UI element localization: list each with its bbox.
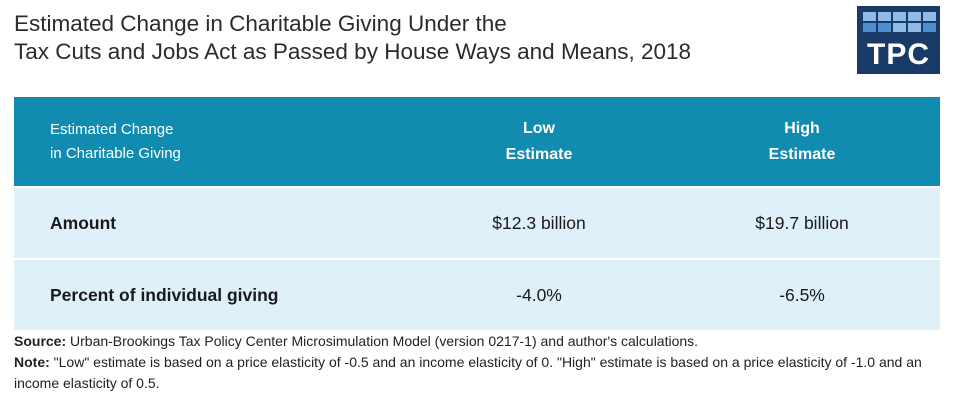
logo-text: TPC (867, 38, 930, 71)
header-col2-line1: Low (523, 119, 555, 137)
header-col1-line2: in Charitable Giving (50, 144, 181, 162)
title-line-1: Estimated Change in Charitable Giving Un… (14, 11, 507, 36)
header-col1-line1: Estimated Change (50, 120, 174, 138)
note: Note: "Low" estimate is based on a price… (14, 352, 940, 394)
row-high-value: -6.5% (779, 284, 825, 305)
source-label: Source: (14, 333, 67, 349)
row-high-value: $19.7 billion (755, 212, 849, 233)
header-col3-line1: High (784, 119, 820, 137)
title-line-2: Tax Cuts and Jobs Act as Passed by House… (14, 39, 692, 64)
table-row: Amount $12.3 billion $19.7 billion (14, 186, 940, 258)
row-low-value: -4.0% (516, 284, 562, 305)
table-row: Percent of individual giving -4.0% -6.5% (14, 258, 940, 330)
header-col-high-estimate: High Estimate (664, 116, 940, 168)
footnotes: Source: Urban-Brookings Tax Policy Cente… (14, 331, 940, 394)
header-col2-line2: Estimate (505, 145, 573, 163)
row-low-value: $12.3 billion (492, 212, 586, 233)
note-label: Note: (14, 354, 50, 370)
giving-table: Estimated Change in Charitable Giving Lo… (14, 97, 940, 330)
logo-grid-icon (863, 12, 936, 32)
header-col3-line2: Estimate (768, 145, 836, 163)
note-text: "Low" estimate is based on a price elast… (14, 354, 922, 391)
header-col-estimated-change: Estimated Change in Charitable Giving (14, 118, 414, 166)
tpc-logo: TPC (857, 6, 940, 74)
page-title: Estimated Change in Charitable Giving Un… (14, 10, 691, 66)
header-col-low-estimate: Low Estimate (414, 116, 664, 168)
table-header: Estimated Change in Charitable Giving Lo… (14, 97, 940, 186)
source-note: Source: Urban-Brookings Tax Policy Cente… (14, 331, 940, 352)
source-text: Urban-Brookings Tax Policy Center Micros… (66, 333, 699, 349)
row-label: Amount (50, 212, 117, 233)
row-label: Percent of individual giving (50, 284, 279, 305)
